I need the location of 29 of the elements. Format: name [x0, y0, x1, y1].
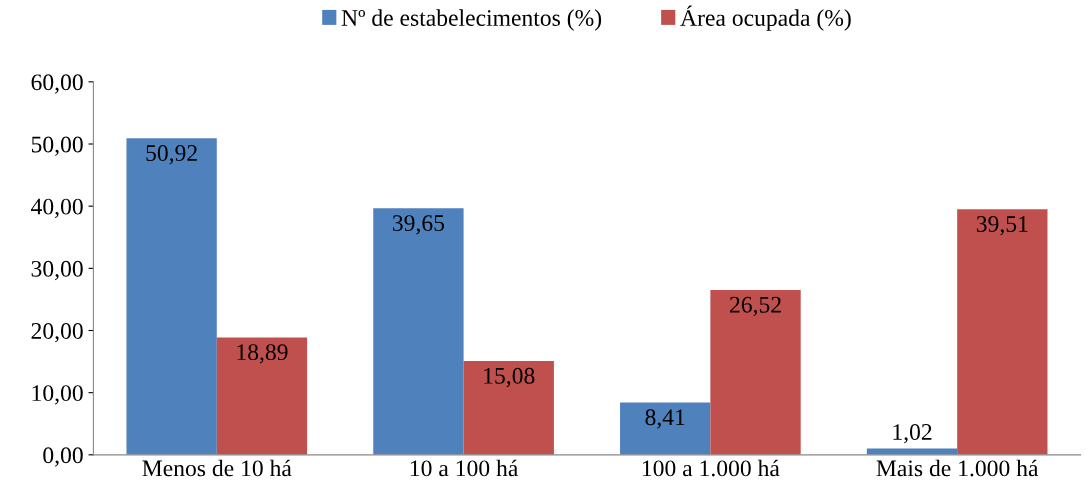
bar [620, 402, 711, 455]
y-tick-label: 50,00 [31, 136, 83, 156]
bar [373, 208, 464, 455]
data-label: 39,51 [976, 216, 1028, 236]
y-tick-label: 20,00 [31, 322, 83, 343]
legend-label: Nº de estabelecimentos (%) [341, 9, 602, 31]
y-tick-label: 10,00 [32, 385, 83, 405]
data-label: 18,89 [237, 344, 288, 364]
bar [957, 209, 1048, 455]
bar [866, 448, 958, 455]
bar [463, 361, 554, 455]
x-tick-label: 10 a 100 há [410, 459, 519, 477]
bar [126, 138, 217, 455]
bar [216, 337, 308, 455]
data-label: 39,65 [392, 215, 445, 235]
bar [710, 289, 801, 455]
x-tick-label: Menos de 10 há [142, 459, 292, 477]
data-label: 1,02 [893, 424, 932, 444]
data-label: 26,52 [730, 296, 781, 317]
y-tick-label: 30,00 [31, 260, 83, 281]
data-label: 50,92 [146, 145, 197, 165]
y-tick-label: 60,00 [31, 74, 83, 94]
x-tick-label: 100 a 1.000 há [642, 459, 780, 477]
x-tick-label: Mais de 1.000 há [876, 459, 1039, 477]
data-label: 15,08 [484, 367, 535, 388]
y-tick-label: 40,00 [31, 198, 83, 218]
y-tick-label: 0,00 [43, 447, 83, 467]
legend-label: Área ocupada (%) [680, 5, 851, 31]
data-label: 8,41 [645, 409, 685, 429]
